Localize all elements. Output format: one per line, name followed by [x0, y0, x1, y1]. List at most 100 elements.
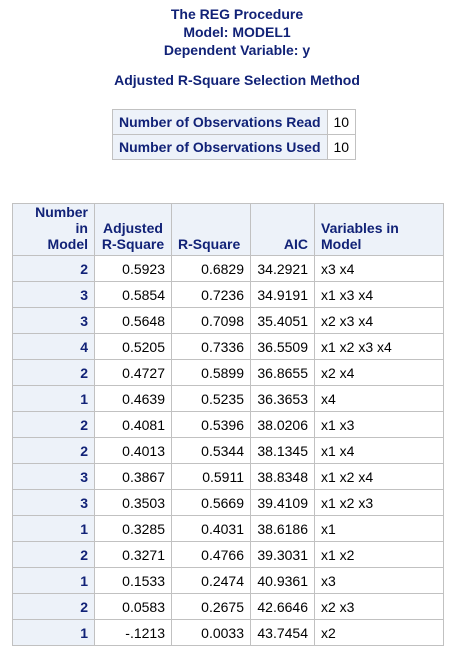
cell-number-in-model: 3 [12, 489, 95, 516]
cell-number-in-model: 1 [12, 567, 95, 594]
dependent-variable-title: Dependent Variable: y [163, 42, 311, 58]
cell-variables-in-model: x1 x4 [314, 437, 444, 464]
header-r-square: R-Square [171, 203, 251, 256]
cell-aic: 38.8348 [250, 463, 315, 490]
cell-variables-in-model: x1 x3 x4 [314, 281, 444, 308]
cell-adjusted-r-square: 0.5923 [94, 255, 172, 282]
cell-adjusted-r-square: 0.4727 [94, 359, 172, 386]
cell-aic: 36.8655 [250, 359, 315, 386]
cell-adjusted-r-square: 0.4639 [94, 385, 172, 412]
selection-method-title: Adjusted R-Square Selection Method [114, 72, 360, 88]
table-row: 2 0.0583 0.2675 42.6646 x2 x3 [12, 593, 444, 620]
cell-variables-in-model: x1 [314, 515, 444, 542]
cell-adjusted-r-square: 0.5648 [94, 307, 172, 334]
cell-r-square: 0.7236 [171, 281, 251, 308]
table-row: 3 0.3503 0.5669 39.4109 x1 x2 x3 [12, 489, 444, 516]
observations-row: Number of Observations Used 10 [112, 134, 357, 160]
cell-number-in-model: 3 [12, 281, 95, 308]
cell-number-in-model: 2 [12, 255, 95, 282]
cell-aic: 34.9191 [250, 281, 315, 308]
header-number-in-model-line2: Model [47, 236, 88, 252]
cell-aic: 43.7454 [250, 619, 315, 646]
cell-number-in-model: 3 [12, 307, 95, 334]
cell-r-square: 0.2675 [171, 593, 251, 620]
cell-variables-in-model: x2 x4 [314, 359, 444, 386]
cell-number-in-model: 2 [12, 593, 95, 620]
cell-variables-in-model: x2 [314, 619, 444, 646]
cell-variables-in-model: x2 x3 x4 [314, 307, 444, 334]
header-adjusted-r-square-line2: R-Square [101, 236, 165, 252]
cell-r-square: 0.7336 [171, 333, 251, 360]
cell-r-square: 0.5235 [171, 385, 251, 412]
cell-r-square: 0.5911 [171, 463, 251, 490]
table-row: 1 0.1533 0.2474 40.9361 x3 [12, 567, 444, 594]
table-row: 2 0.5923 0.6829 34.2921 x3 x4 [12, 255, 444, 282]
table-row: 2 0.4013 0.5344 38.1345 x1 x4 [12, 437, 444, 464]
cell-r-square: 0.0033 [171, 619, 251, 646]
cell-adjusted-r-square: 0.5205 [94, 333, 172, 360]
table-row: 1 0.3285 0.4031 38.6186 x1 [12, 515, 444, 542]
cell-variables-in-model: x1 x2 x4 [314, 463, 444, 490]
cell-aic: 35.4051 [250, 307, 315, 334]
cell-adjusted-r-square: 0.3271 [94, 541, 172, 568]
cell-adjusted-r-square: 0.4081 [94, 411, 172, 438]
cell-number-in-model: 1 [12, 619, 95, 646]
header-number-in-model-line1: Number in [35, 204, 88, 236]
cell-variables-in-model: x3 [314, 567, 444, 594]
cell-r-square: 0.6829 [171, 255, 251, 282]
cell-r-square: 0.5396 [171, 411, 251, 438]
cell-number-in-model: 1 [12, 385, 95, 412]
cell-aic: 42.6646 [250, 593, 315, 620]
cell-adjusted-r-square: -.1213 [94, 619, 172, 646]
procedure-title: The REG Procedure [170, 6, 304, 22]
observations-label: Number of Observations Read [112, 109, 328, 135]
cell-r-square: 0.7098 [171, 307, 251, 334]
cell-r-square: 0.5899 [171, 359, 251, 386]
table-header-row: Number in Model Adjusted R-Square R-Squa… [12, 203, 444, 256]
table-row: 3 0.5854 0.7236 34.9191 x1 x3 x4 [12, 281, 444, 308]
cell-aic: 38.0206 [250, 411, 315, 438]
observations-label: Number of Observations Used [112, 134, 328, 160]
cell-aic: 39.3031 [250, 541, 315, 568]
cell-variables-in-model: x1 x2 x3 [314, 489, 444, 516]
table-row: 2 0.4727 0.5899 36.8655 x2 x4 [12, 359, 444, 386]
observations-row: Number of Observations Read 10 [112, 109, 357, 135]
observations-table: Number of Observations Read 10 Number of O… [112, 109, 357, 160]
cell-variables-in-model: x1 x2 [314, 541, 444, 568]
cell-variables-in-model: x1 x2 x3 x4 [314, 333, 444, 360]
cell-variables-in-model: x1 x3 [314, 411, 444, 438]
cell-adjusted-r-square: 0.5854 [94, 281, 172, 308]
cell-number-in-model: 1 [12, 515, 95, 542]
table-row: 2 0.3271 0.4766 39.3031 x1 x2 [12, 541, 444, 568]
header-aic: AIC [250, 203, 315, 256]
cell-number-in-model: 2 [12, 359, 95, 386]
cell-number-in-model: 2 [12, 437, 95, 464]
cell-number-in-model: 2 [12, 411, 95, 438]
cell-adjusted-r-square: 0.4013 [94, 437, 172, 464]
cell-aic: 40.9361 [250, 567, 315, 594]
cell-variables-in-model: x4 [314, 385, 444, 412]
selection-results-table: Number in Model Adjusted R-Square R-Squa… [12, 203, 444, 646]
model-title: Model: MODEL1 [183, 24, 291, 40]
cell-r-square: 0.5344 [171, 437, 251, 464]
cell-r-square: 0.4031 [171, 515, 251, 542]
cell-aic: 38.1345 [250, 437, 315, 464]
cell-adjusted-r-square: 0.3285 [94, 515, 172, 542]
table-row: 2 0.4081 0.5396 38.0206 x1 x3 [12, 411, 444, 438]
table-row: 1 0.4639 0.5235 36.3653 x4 [12, 385, 444, 412]
cell-adjusted-r-square: 0.3867 [94, 463, 172, 490]
cell-adjusted-r-square: 0.0583 [94, 593, 172, 620]
cell-aic: 39.4109 [250, 489, 315, 516]
cell-variables-in-model: x2 x3 [314, 593, 444, 620]
cell-aic: 38.6186 [250, 515, 315, 542]
table-row: 1 -.1213 0.0033 43.7454 x2 [12, 619, 444, 646]
table-row: 3 0.3867 0.5911 38.8348 x1 x2 x4 [12, 463, 444, 490]
cell-number-in-model: 3 [12, 463, 95, 490]
observations-value: 10 [326, 109, 357, 135]
header-number-in-model: Number in Model [12, 203, 95, 256]
cell-r-square: 0.4766 [171, 541, 251, 568]
cell-aic: 34.2921 [250, 255, 315, 282]
header-adjusted-r-square-line1: Adjusted [103, 220, 163, 236]
observations-value: 10 [326, 134, 357, 160]
cell-variables-in-model: x3 x4 [314, 255, 444, 282]
